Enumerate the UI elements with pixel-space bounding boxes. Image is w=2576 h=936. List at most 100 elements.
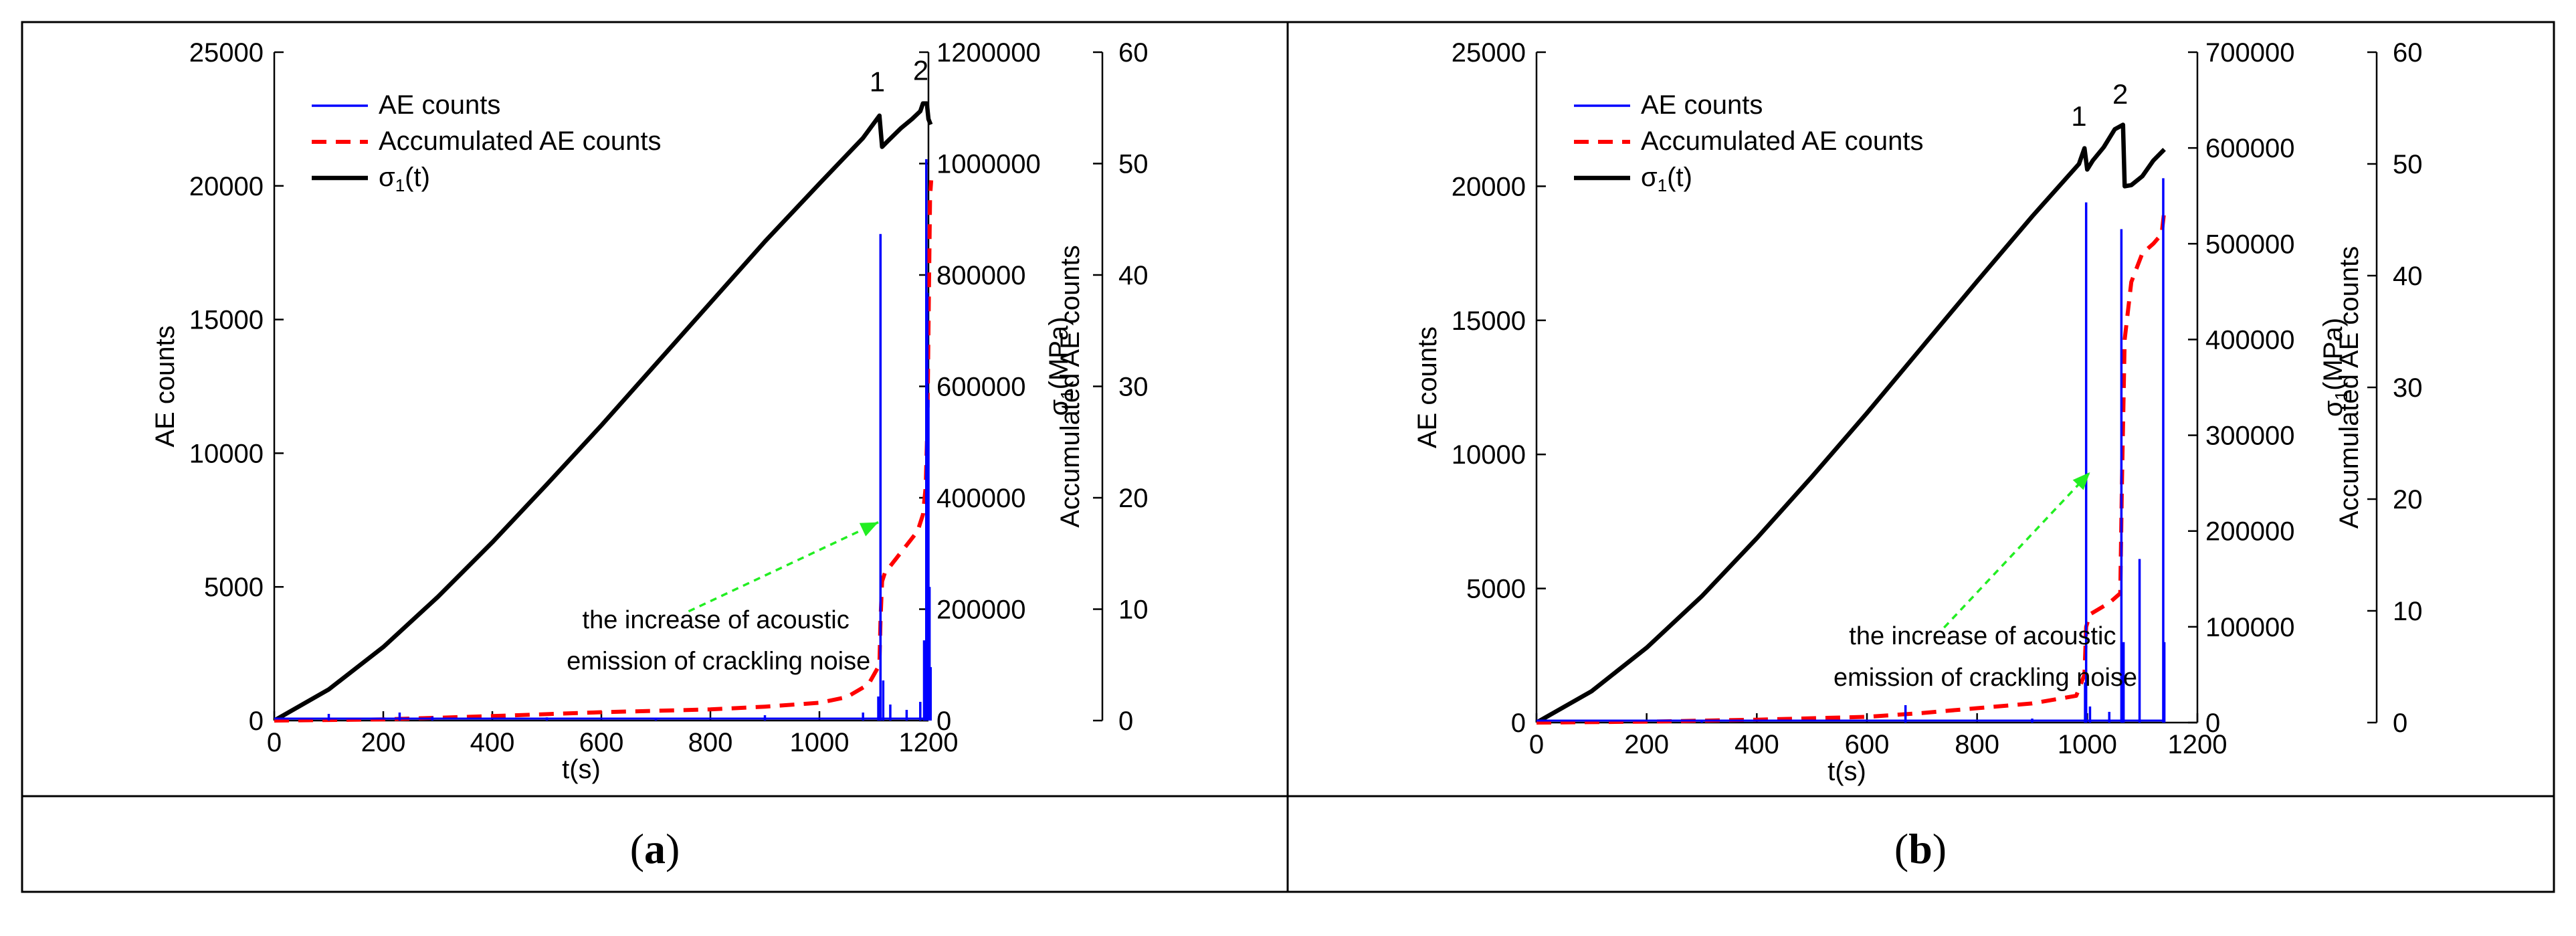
x-axis-label: t(s): [562, 755, 601, 784]
stress-label-subscript: 1: [2331, 391, 2351, 400]
y-tick-label-accumulated: 500000: [2205, 229, 2294, 259]
y-tick-label-stress: 60: [1118, 38, 1149, 68]
annotation-text: emission of crackling noise: [567, 647, 870, 675]
legend-accumulated-label: Accumulated AE counts: [1641, 126, 1923, 156]
x-tick-label: 200: [1624, 730, 1669, 759]
legend-stress-label: σ1(t): [379, 163, 430, 195]
accumulated-ae-line: [274, 180, 934, 723]
legend-stress-label: σ1(t): [1641, 163, 1692, 195]
x-axis-label: t(s): [1827, 757, 1866, 786]
stress-line: [273, 101, 933, 723]
stress-label-unit: (MPa): [1044, 316, 1074, 389]
y-axis-accumulated-label: Accumulated AE counts: [1056, 245, 1085, 527]
peak-label: 1: [2071, 100, 2086, 132]
legend-subscript: 1: [1658, 175, 1667, 195]
y-tick-label-stress: 30: [2393, 373, 2423, 403]
stress-label-unit: (MPa): [2318, 318, 2348, 391]
y-tick-label-left: 15000: [1452, 306, 1526, 336]
y-tick-label-stress: 30: [1118, 373, 1149, 402]
y-tick-label-left: 10000: [189, 439, 264, 468]
y-tick-label-accumulated: 0: [2205, 709, 2220, 738]
y-tick-label-left: 10000: [1452, 440, 1526, 470]
caption-b: (b): [1894, 825, 1947, 872]
y-tick-label-accumulated: 400000: [936, 484, 1025, 513]
y-tick-label-stress: 40: [2393, 262, 2423, 291]
y-tick-label-accumulated: 400000: [2205, 325, 2294, 355]
y-axis-accumulated-label: Accumulated AE counts: [2335, 246, 2364, 529]
y-tick-label-accumulated: 100000: [2205, 613, 2294, 642]
x-tick-label: 400: [470, 728, 515, 757]
x-tick-label: 800: [688, 728, 733, 757]
legend-suffix: (t): [405, 163, 430, 192]
y-tick-label-left: 5000: [1466, 575, 1526, 604]
annotation-arrowhead: [2072, 472, 2090, 490]
stress-line: [1535, 122, 2166, 725]
legend-ae-counts-label: AE counts: [379, 90, 500, 120]
y-tick-label-stress: 60: [2393, 38, 2423, 68]
peak-label: 1: [870, 66, 885, 97]
caption-a: (a): [630, 825, 680, 872]
y-tick-label-accumulated: 1000000: [936, 150, 1041, 179]
stress-label-sigma: σ: [1044, 399, 1074, 416]
y-tick-label-stress: 20: [1118, 484, 1149, 513]
svg-text:(a): (a): [630, 825, 680, 872]
y-tick-label-left: 5000: [204, 573, 264, 602]
y-tick-label-stress: 50: [2393, 150, 2423, 179]
y-axis-stress-label: σ1(MPa): [2318, 318, 2351, 417]
y-tick-label-accumulated: 700000: [2205, 38, 2294, 68]
y-tick-label-left: 20000: [1452, 172, 1526, 201]
y-tick-label-stress: 10: [2393, 597, 2423, 626]
x-tick-label: 1200: [899, 728, 959, 757]
stress-label-sigma: σ: [2318, 400, 2348, 417]
x-tick-label: 600: [579, 728, 624, 757]
y-tick-label-accumulated: 0: [936, 707, 951, 736]
peak-label: 2: [913, 55, 928, 86]
stress-label-subscript: 1: [1057, 389, 1077, 399]
y-tick-label-left: 0: [1511, 709, 1526, 738]
annotation-text: the increase of acoustic: [583, 606, 850, 634]
y-tick-label-stress: 40: [1118, 261, 1149, 290]
legend-subscript: 1: [395, 175, 405, 195]
accumulated-ae-line: [1536, 209, 2167, 725]
x-tick-label: 0: [267, 728, 282, 757]
y-tick-label-left: 25000: [1452, 38, 1526, 68]
y-tick-label-accumulated: 800000: [936, 261, 1025, 290]
legend-suffix: (t): [1667, 163, 1692, 192]
y-tick-label-left: 25000: [189, 38, 264, 68]
x-tick-label: 0: [1529, 730, 1544, 759]
figure-frame: [21, 21, 2555, 893]
legend-accumulated-label: Accumulated AE counts: [379, 126, 661, 156]
y-axis-stress-label: σ1(MPa): [1044, 316, 1077, 415]
x-tick-label: 1000: [2058, 730, 2117, 759]
svg-text:(b): (b): [1894, 825, 1947, 872]
x-tick-label: 600: [1845, 730, 1890, 759]
x-tick-label: 1000: [790, 728, 850, 757]
legend-ae-counts-label: AE counts: [1641, 90, 1763, 120]
caption-b-letter: b: [1908, 825, 1933, 872]
y-tick-label-stress: 20: [2393, 485, 2423, 514]
x-tick-label: 1200: [2168, 730, 2227, 759]
y-tick-label-accumulated: 600000: [936, 373, 1025, 402]
y-tick-label-accumulated: 200000: [936, 595, 1025, 625]
y-tick-label-accumulated: 600000: [2205, 134, 2294, 163]
annotation-text: the increase of acoustic: [1849, 622, 2116, 650]
legend-sigma: σ: [379, 163, 395, 192]
caption-a-letter: a: [644, 825, 666, 872]
x-tick-label: 800: [1955, 730, 1999, 759]
y-tick-label-stress: 0: [2393, 709, 2407, 738]
y-tick-label-accumulated: 1200000: [936, 38, 1041, 68]
peak-label: 2: [2112, 78, 2128, 110]
y-tick-label-accumulated: 200000: [2205, 517, 2294, 547]
y-tick-label-stress: 10: [1118, 595, 1149, 625]
y-axis-left-label: AE counts: [1413, 326, 1442, 448]
y-tick-label-stress: 0: [1118, 707, 1133, 736]
y-tick-label-stress: 50: [1118, 150, 1149, 179]
x-tick-label: 400: [1735, 730, 1779, 759]
legend-sigma: σ: [1641, 163, 1658, 192]
annotation-arrow: [1943, 471, 2091, 629]
annotation-arrow: [688, 521, 879, 613]
y-tick-label-left: 20000: [189, 172, 264, 201]
